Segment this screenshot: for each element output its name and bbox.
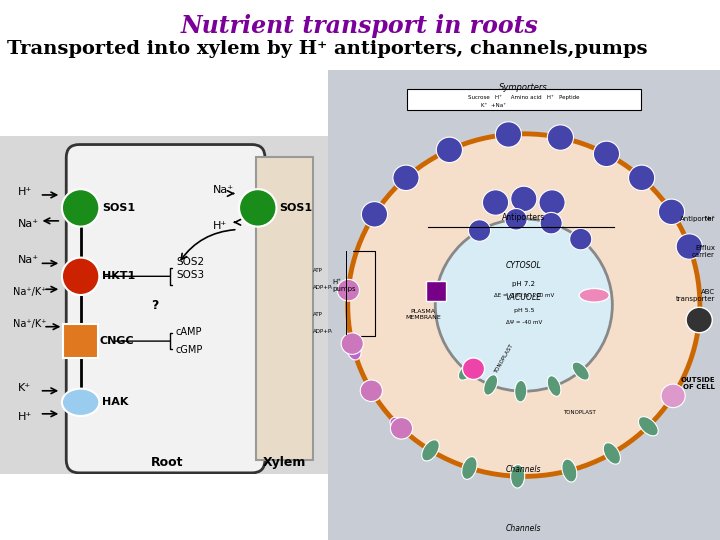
FancyBboxPatch shape	[426, 281, 446, 301]
Text: ATP: ATP	[312, 312, 323, 318]
Text: cAMP: cAMP	[176, 327, 202, 338]
Circle shape	[629, 165, 654, 191]
Text: ADP+Pᵢ: ADP+Pᵢ	[312, 329, 333, 334]
Text: CNGC: CNGC	[99, 336, 134, 346]
Text: TONOPLAST: TONOPLAST	[493, 343, 514, 374]
Text: K⁺  +Na⁺: K⁺ +Na⁺	[481, 103, 506, 108]
Text: TONOPLAST: TONOPLAST	[563, 410, 595, 415]
Text: ?: ?	[151, 299, 158, 312]
Text: HAK: HAK	[102, 397, 129, 407]
Circle shape	[570, 228, 592, 250]
Circle shape	[505, 208, 527, 230]
Text: ADP+Pᵢ: ADP+Pᵢ	[312, 285, 333, 290]
Ellipse shape	[390, 417, 408, 435]
Text: ATP: ATP	[312, 268, 323, 273]
Text: Nutrient transport in roots: Nutrient transport in roots	[181, 14, 539, 37]
Circle shape	[393, 165, 419, 191]
Ellipse shape	[515, 380, 527, 402]
Circle shape	[495, 122, 521, 147]
Circle shape	[239, 189, 276, 227]
Text: Na⁺: Na⁺	[212, 185, 233, 195]
Text: ABC
transporter: ABC transporter	[675, 289, 715, 302]
Ellipse shape	[346, 339, 361, 360]
Circle shape	[62, 189, 99, 227]
Circle shape	[539, 190, 565, 215]
Text: Sucrose   H⁺     Amino acid   H⁺   Peptide: Sucrose H⁺ Amino acid H⁺ Peptide	[468, 95, 580, 100]
Circle shape	[547, 125, 574, 150]
Circle shape	[510, 186, 537, 212]
Circle shape	[338, 279, 359, 301]
Text: OUTSIDE
OF CELL: OUTSIDE OF CELL	[680, 377, 715, 390]
Ellipse shape	[341, 279, 356, 301]
Circle shape	[686, 307, 712, 333]
Text: H⁺: H⁺	[18, 187, 32, 197]
FancyBboxPatch shape	[407, 89, 641, 110]
Ellipse shape	[562, 459, 577, 482]
Ellipse shape	[603, 443, 621, 464]
Circle shape	[361, 201, 387, 227]
Ellipse shape	[579, 288, 609, 302]
Text: PLASMA
MEMBRANE: PLASMA MEMBRANE	[405, 309, 441, 320]
Ellipse shape	[572, 362, 589, 380]
Circle shape	[360, 380, 382, 402]
Circle shape	[593, 141, 619, 167]
Circle shape	[482, 190, 508, 215]
Text: pH 7.2: pH 7.2	[513, 281, 535, 287]
Text: Channels: Channels	[506, 524, 541, 533]
FancyBboxPatch shape	[63, 324, 98, 359]
FancyBboxPatch shape	[66, 145, 265, 473]
Text: H⁺: H⁺	[18, 411, 32, 422]
Text: Na⁺/K⁺: Na⁺/K⁺	[13, 319, 47, 329]
Circle shape	[62, 258, 99, 295]
Circle shape	[348, 134, 700, 476]
Ellipse shape	[510, 464, 525, 488]
Circle shape	[341, 333, 364, 354]
Text: Na⁺: Na⁺	[18, 219, 39, 229]
Ellipse shape	[462, 457, 477, 480]
Text: SOS3: SOS3	[176, 270, 204, 280]
Circle shape	[661, 384, 685, 408]
Text: SOS1: SOS1	[102, 203, 135, 213]
Text: SOS2: SOS2	[176, 257, 204, 267]
Text: HKT1: HKT1	[102, 271, 135, 281]
Text: H⁺: H⁺	[212, 221, 227, 231]
Circle shape	[436, 219, 612, 391]
Text: Na⁺: Na⁺	[18, 255, 39, 266]
FancyBboxPatch shape	[0, 136, 331, 474]
Text: Na⁺: Na⁺	[705, 217, 716, 221]
Circle shape	[676, 234, 702, 259]
Text: pH 5.5: pH 5.5	[513, 308, 534, 314]
Ellipse shape	[547, 376, 561, 396]
Text: Antiporter: Antiporter	[680, 216, 715, 222]
Text: CYTOSOL: CYTOSOL	[506, 261, 541, 271]
Text: ΔΨ = -40 mV: ΔΨ = -40 mV	[505, 320, 542, 325]
Text: Na⁺/K⁺: Na⁺/K⁺	[13, 287, 47, 297]
Text: Efflux
carrier: Efflux carrier	[692, 245, 715, 258]
Circle shape	[462, 358, 485, 380]
Circle shape	[658, 199, 685, 225]
Ellipse shape	[422, 440, 439, 461]
Text: cGMP: cGMP	[176, 345, 203, 355]
Text: Channels: Channels	[506, 465, 541, 474]
Text: Xylem: Xylem	[263, 456, 306, 469]
Ellipse shape	[484, 375, 498, 395]
Ellipse shape	[62, 389, 99, 416]
Circle shape	[436, 137, 462, 163]
Circle shape	[540, 212, 562, 234]
Text: Root: Root	[150, 456, 184, 469]
Text: ΔE = -100 to -200 mV: ΔE = -100 to -200 mV	[494, 293, 554, 298]
Text: Symporters: Symporters	[500, 83, 548, 92]
Text: H⁺
pumps: H⁺ pumps	[333, 279, 356, 292]
Text: SOS1: SOS1	[279, 203, 312, 213]
Text: Antiporters: Antiporters	[502, 213, 546, 221]
Bar	[256, 158, 313, 460]
Ellipse shape	[363, 381, 379, 401]
Text: Transported into xylem by H⁺ antiporters, channels,pumps: Transported into xylem by H⁺ antiporters…	[7, 40, 648, 58]
Text: K⁺: K⁺	[18, 383, 31, 393]
Text: VACUOLE: VACUOLE	[505, 293, 542, 302]
Ellipse shape	[639, 416, 658, 436]
Ellipse shape	[459, 362, 475, 380]
Circle shape	[390, 417, 413, 439]
Circle shape	[469, 220, 490, 241]
